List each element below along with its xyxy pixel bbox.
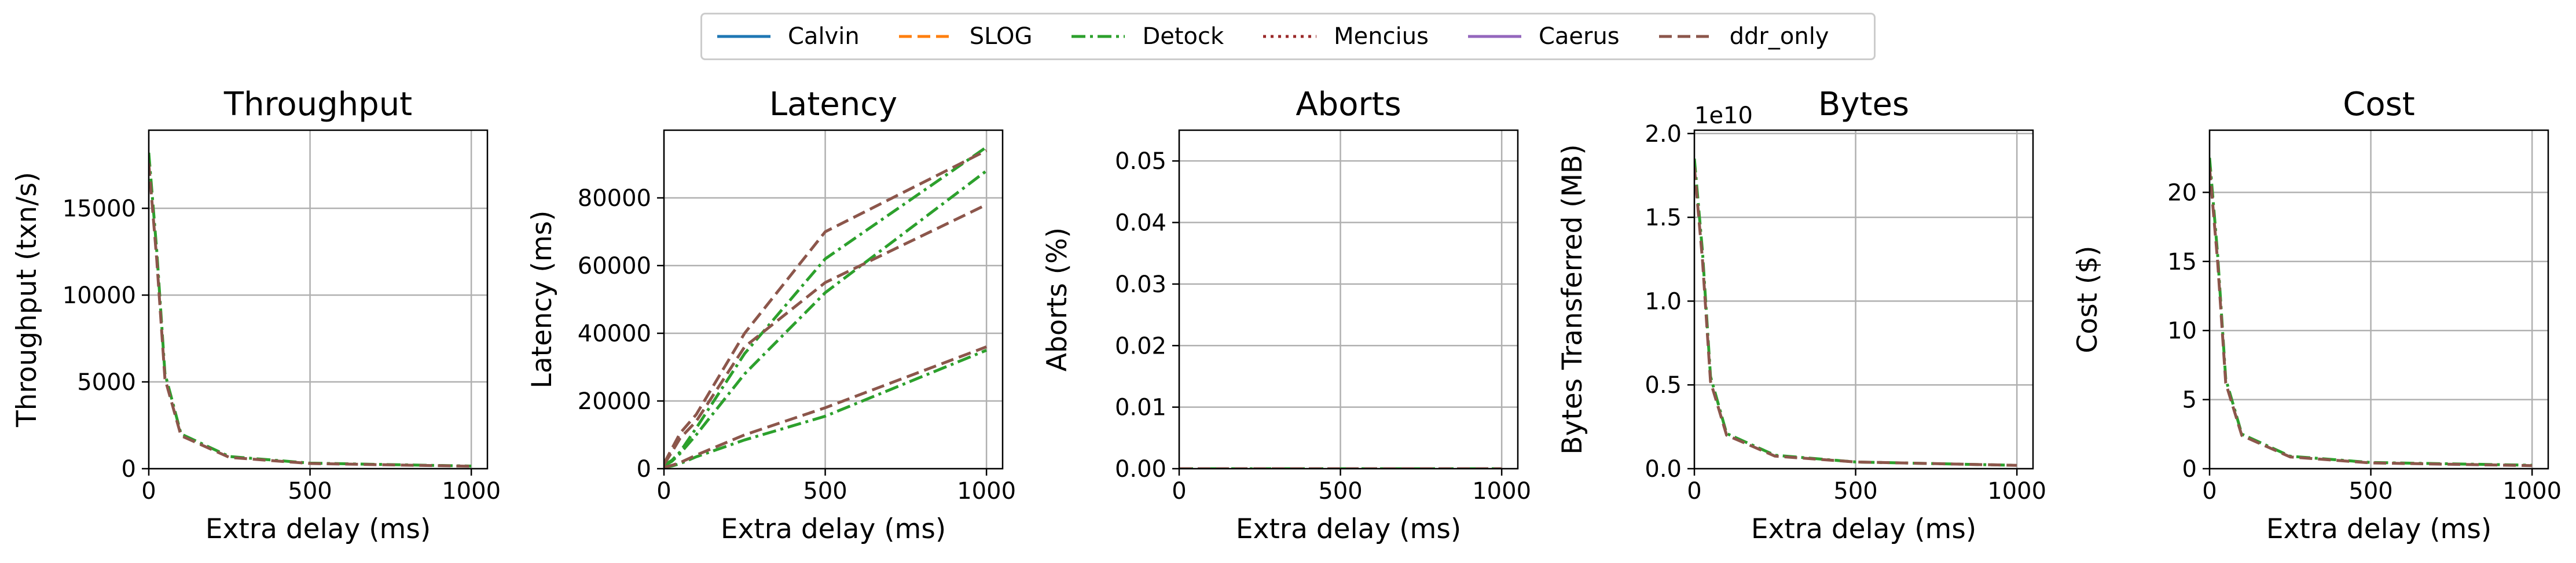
legend-label: ddr_only [1729, 23, 1829, 50]
x-tick-label: 1000 [442, 478, 501, 505]
y-axis-label: Latency (ms) [526, 211, 558, 389]
y-tick-label: 0.02 [1115, 333, 1166, 359]
y-tick-label: 40000 [578, 321, 651, 347]
y-tick-label: 0.01 [1115, 395, 1166, 421]
x-tick-label: 0 [1687, 478, 1701, 505]
chart-title: Aborts [1296, 86, 1401, 123]
x-tick-label: 1000 [2502, 478, 2562, 505]
x-tick-label: 1000 [1472, 478, 1531, 505]
y-tick-label: 0.0 [1645, 456, 1682, 483]
series-line-ddr-only [1694, 167, 2017, 467]
x-axis-label: Extra delay (ms) [206, 513, 431, 545]
series-group [149, 152, 472, 468]
series-line-ddr-only [149, 163, 472, 468]
chart-title: Cost [2343, 86, 2415, 123]
series-group [2210, 157, 2533, 468]
y-tick-label: 20 [2167, 179, 2197, 206]
legend-swatch [1658, 35, 1712, 38]
legend-swatch [1263, 35, 1317, 38]
x-tick-label: 500 [1318, 478, 1362, 505]
series-line-detock [1694, 158, 2017, 467]
legend-entry-detock: Detock [1069, 19, 1224, 54]
y-tick-label: 0 [122, 456, 136, 483]
legend-swatch [717, 35, 770, 38]
series-line-ddr-only [664, 345, 987, 469]
legend-label: Detock [1142, 23, 1224, 50]
axes-frame [1178, 129, 1519, 470]
x-tick-label: 500 [288, 478, 332, 505]
x-tick-label: 0 [2202, 478, 2217, 505]
y-tick-label: 5 [2182, 387, 2197, 414]
chart-title: Latency [769, 86, 897, 123]
y-tick-label: 0.04 [1115, 210, 1166, 237]
y-tick-label: 0.00 [1115, 456, 1166, 483]
y-tick-label: 0.05 [1115, 148, 1166, 175]
x-tick-label: 500 [1833, 478, 1877, 505]
y-tick-label: 0.03 [1115, 271, 1166, 298]
legend: Calvin SLOG Detock Mencius Caerus ddr_only [700, 13, 1876, 60]
y-tick-label: 15 [2167, 249, 2197, 275]
subplot-latency: 0 500 1000 0 20000 40000 60000 80000 Latency Extr… [526, 86, 1016, 545]
legend-entry-mencius: Mencius [1261, 19, 1429, 54]
y-axis-label: Bytes Transferred (MB) [1557, 144, 1588, 454]
subplot-cost: 0 500 1000 0 5 10 15 20 Cost Extra delay (ms) Cost… [2072, 86, 2562, 545]
x-tick-label: 0 [1172, 478, 1186, 505]
series-group [664, 146, 988, 469]
y-tick-label: 15000 [63, 196, 136, 222]
chart-title: Throughput [223, 86, 412, 123]
y-tick-label: 10000 [63, 282, 136, 309]
legend-label: Caerus [1538, 23, 1620, 50]
legend-entry-calvin: Calvin [715, 19, 860, 54]
series-line-ddr-only [664, 203, 988, 466]
legend-label: SLOG [969, 23, 1033, 50]
y-tick-label: 0.5 [1645, 372, 1682, 399]
y-offset-label: 1e10 [1694, 102, 1753, 129]
x-tick-label: 500 [2349, 478, 2392, 505]
y-axis-label: Throughput (txn/s) [11, 172, 43, 428]
y-tick-label: 0 [637, 456, 651, 483]
x-axis-label: Extra delay (ms) [721, 513, 946, 545]
x-tick-label: 1000 [1987, 478, 2046, 505]
x-tick-label: 0 [141, 478, 156, 505]
y-tick-label: 5000 [77, 369, 136, 396]
y-tick-label: 60000 [578, 253, 651, 279]
y-tick-label: 20000 [578, 388, 651, 415]
y-tick-label: 2.0 [1645, 121, 1682, 148]
legend-swatch [1072, 35, 1125, 38]
x-axis-label: Extra delay (ms) [1751, 513, 1976, 545]
y-tick-label: 1.0 [1645, 288, 1682, 315]
y-tick-label: 80000 [578, 185, 651, 212]
series-group [1694, 158, 2017, 467]
series-line-ddr-only [2210, 167, 2533, 468]
legend-label: Mencius [1334, 23, 1429, 50]
legend-entry-slog: SLOG [897, 19, 1033, 54]
series-line-ddr-only [664, 149, 988, 465]
axes-frame [663, 129, 1004, 470]
legend-entry-ddr-only: ddr_only [1657, 19, 1829, 54]
x-tick-label: 500 [803, 478, 847, 505]
axes-frame [148, 129, 489, 470]
y-axis-label: Cost ($) [2072, 245, 2104, 353]
subplot-bytes: 0 500 1000 0.0 0.5 1.0 1.5 2.0 Bytes Extra delay … [1557, 86, 2046, 545]
y-tick-label: 10 [2167, 318, 2197, 344]
y-tick-label: 0 [2182, 456, 2197, 483]
x-axis-label: Extra delay (ms) [2266, 513, 2491, 545]
axes-frame [1693, 129, 2034, 470]
legend-swatch [898, 35, 952, 38]
y-tick-label: 1.5 [1645, 205, 1682, 231]
x-tick-label: 1000 [957, 478, 1016, 505]
axes-frame [2208, 129, 2549, 470]
x-tick-label: 0 [656, 478, 671, 505]
x-axis-label: Extra delay (ms) [1236, 513, 1461, 545]
y-axis-label: Aborts (%) [1041, 227, 1073, 371]
chart-title: Bytes [1818, 86, 1909, 123]
subplot-aborts: 0 500 1000 0.00 0.01 0.02 0.03 0.04 0.05 Aborts Ex… [1041, 86, 1531, 545]
legend-swatch [1467, 35, 1521, 38]
legend-label: Calvin [788, 23, 860, 50]
legend-entry-caerus: Caerus [1466, 19, 1620, 54]
series-line-detock [664, 170, 988, 468]
